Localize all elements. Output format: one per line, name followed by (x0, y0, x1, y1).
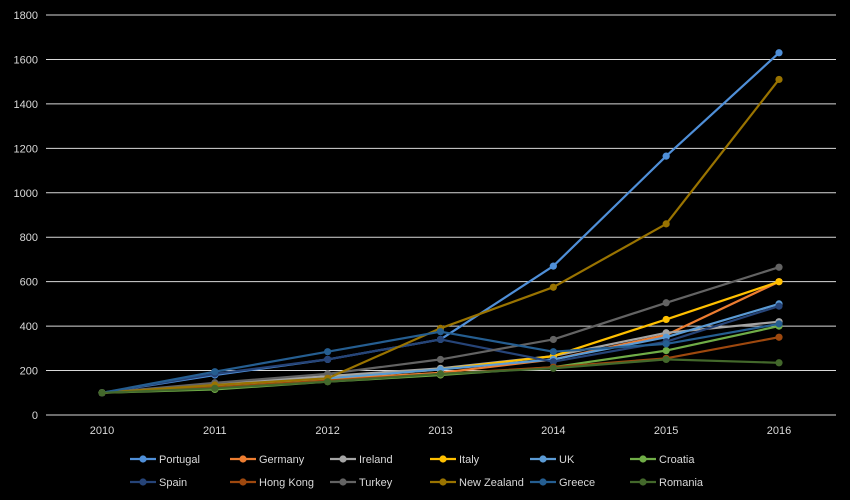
x-tick-label: 2012 (315, 425, 339, 437)
legend-label: Romania (659, 477, 704, 489)
series-portugal (98, 49, 783, 397)
y-tick-label: 0 (32, 410, 38, 422)
legend-label: Turkey (359, 477, 393, 489)
legend-item: Ireland (330, 454, 393, 466)
x-tick-label: 2010 (90, 425, 114, 437)
legend-marker (139, 478, 147, 486)
x-axis-tick-labels: 2010 2011 2012 2013 2014 2015 2016 (90, 425, 791, 437)
y-axis-tick-labels: 0 200 400 600 800 1000 1200 1400 1600 1800 (14, 10, 38, 422)
data-point (436, 328, 445, 336)
data-point (98, 389, 106, 397)
legend-marker (439, 455, 447, 463)
x-tick-label: 2016 (767, 425, 791, 437)
y-tick-label: 1400 (14, 99, 38, 111)
data-point (775, 278, 783, 286)
y-tick-label: 800 (20, 232, 38, 244)
data-point (775, 320, 783, 328)
legend-marker (639, 478, 647, 486)
y-tick-label: 600 (20, 277, 38, 289)
legend-item: Spain (130, 477, 187, 489)
legend-label: Croatia (659, 454, 695, 466)
data-point (775, 333, 783, 341)
data-point (549, 364, 557, 372)
data-point (549, 262, 557, 270)
series-romania (98, 355, 783, 397)
legend-marker (539, 478, 547, 486)
legend-label: Spain (159, 477, 187, 489)
legend-marker (239, 455, 247, 463)
data-point (775, 75, 783, 84)
data-point (662, 220, 670, 228)
data-point (549, 335, 557, 344)
x-tick-label: 2015 (654, 425, 678, 437)
data-point (662, 346, 670, 355)
data-point (549, 358, 557, 366)
y-tick-label: 1000 (14, 188, 38, 200)
data-point (211, 384, 219, 392)
data-point (775, 263, 783, 271)
legend: Portugal Germany Ireland Italy UK Croatia Spai… (130, 454, 704, 489)
legend-marker (639, 455, 647, 463)
y-tick-label: 200 (20, 366, 38, 378)
legend-marker (239, 478, 247, 486)
x-tick-label: 2014 (541, 425, 565, 437)
y-tick-label: 1600 (14, 54, 38, 66)
series-line (101, 305, 780, 394)
series-line (101, 78, 780, 394)
legend-item: Croatia (630, 454, 695, 466)
legend-item: Hong Kong (230, 477, 314, 489)
legend-item: Germany (230, 454, 305, 466)
legend-label: Hong Kong (259, 477, 314, 489)
data-point (549, 283, 557, 291)
legend-marker (339, 478, 347, 486)
data-point (662, 340, 670, 348)
y-tick-label: 1200 (14, 143, 38, 155)
legend-item: Italy (430, 454, 480, 466)
legend-item: UK (530, 454, 575, 466)
series-lines (98, 49, 783, 397)
x-tick-label: 2013 (428, 425, 452, 437)
legend-label: Germany (259, 454, 305, 466)
data-point (775, 49, 783, 57)
legend-label: Greece (559, 477, 595, 489)
data-point (211, 368, 219, 376)
data-point (775, 302, 783, 310)
x-tick-label: 2011 (203, 425, 227, 437)
data-point (662, 315, 670, 324)
legend-marker (539, 455, 547, 463)
data-point (324, 348, 332, 356)
legend-item: New Zealand (430, 477, 524, 489)
legend-item: Portugal (130, 454, 200, 466)
data-point (662, 299, 670, 307)
legend-marker (439, 478, 447, 486)
legend-item: Greece (530, 477, 595, 489)
legend-marker (139, 455, 147, 463)
legend-item: Turkey (330, 477, 393, 489)
data-point (775, 359, 783, 367)
data-point (324, 355, 332, 364)
legend-marker (339, 455, 347, 463)
legend-item: Romania (630, 477, 704, 489)
data-point (549, 348, 557, 356)
legend-label: Portugal (159, 454, 200, 466)
y-tick-label: 400 (20, 321, 38, 333)
data-point (662, 152, 670, 160)
legend-label: New Zealand (459, 477, 524, 489)
legend-label: Ireland (359, 454, 393, 466)
data-point (436, 370, 445, 378)
gridlines (46, 14, 836, 416)
legend-label: Italy (459, 454, 480, 466)
legend-label: UK (559, 454, 575, 466)
data-point (436, 355, 445, 364)
series-spain (98, 302, 783, 397)
data-point (662, 355, 670, 364)
data-point (324, 378, 332, 386)
data-point (436, 335, 445, 344)
y-tick-label: 1800 (14, 10, 38, 22)
